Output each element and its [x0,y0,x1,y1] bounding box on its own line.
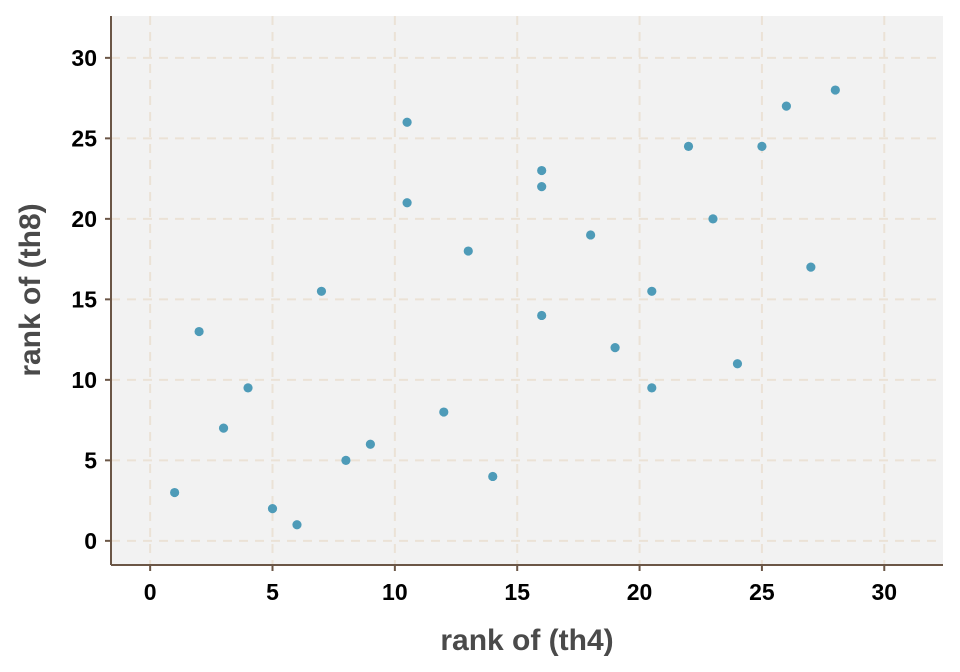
data-point [537,165,547,176]
data-point [610,343,620,353]
data-point [488,471,498,482]
data-point [806,262,816,272]
data-point [292,520,302,530]
data-point [194,326,204,337]
data-point [402,117,412,127]
data-point [463,246,473,256]
data-point [683,141,694,152]
y-tick-label: 25 [71,125,97,151]
x-tick-label: 10 [382,579,408,605]
x-tick-label: 5 [266,579,279,605]
data-point [757,141,767,152]
x-tick-label: 25 [749,579,775,605]
plot-panel [111,16,943,565]
grid-lines [111,16,943,565]
data-point [170,487,180,498]
data-point [537,310,547,321]
y-tick-label: 30 [71,45,97,71]
data-point [647,286,657,296]
x-tick-label: 20 [627,579,653,605]
data-point [316,286,327,296]
x-tick-label: 15 [504,579,530,605]
x-axis-title: rank of (th4) [440,624,613,657]
y-tick-label: 20 [71,206,97,232]
data-point [586,230,596,240]
data-point [647,383,657,393]
y-tick-label: 5 [84,447,97,473]
data-point [365,439,375,449]
data-points [170,85,840,530]
y-axis-ticks: 0 5 10 15 20 25 30 [71,45,111,554]
x-tick-label: 30 [871,579,897,605]
data-point [781,101,791,111]
data-point [218,423,229,433]
y-tick-label: 15 [71,286,97,312]
data-point [243,383,253,393]
data-point [341,455,351,465]
data-point [830,85,840,95]
data-point [708,214,718,224]
data-point [267,504,278,514]
y-axis-title: rank of (th8) [14,203,47,376]
x-axis-ticks: 0 5 10 15 20 25 30 [144,565,897,605]
y-tick-label: 0 [84,528,97,554]
data-point [732,359,743,369]
data-point [537,182,547,192]
x-tick-label: 0 [144,579,157,605]
data-point [439,407,449,417]
y-tick-label: 10 [71,367,97,393]
data-point [402,198,412,208]
